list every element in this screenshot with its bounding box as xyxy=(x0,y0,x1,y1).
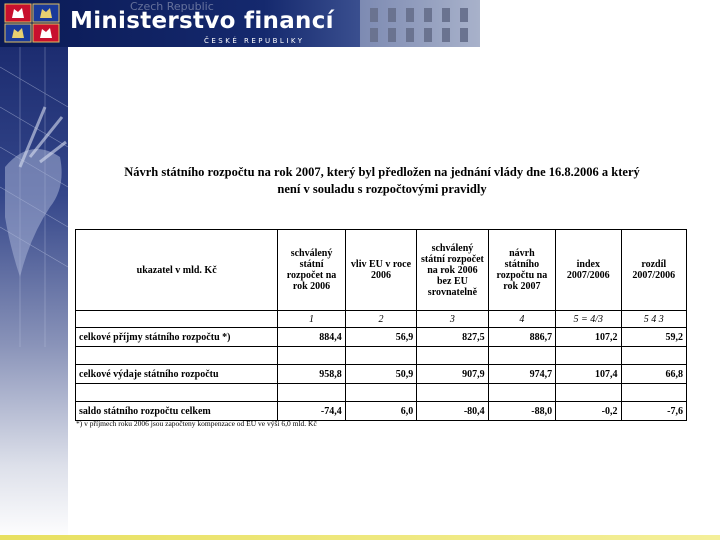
index-cell: 3 xyxy=(416,310,489,328)
table-cell: 827,5 xyxy=(416,327,489,347)
table-header-row: ukazatel v mld. Kč schválený státní rozp… xyxy=(74,229,688,311)
index-cell xyxy=(74,310,279,328)
budget-table: ukazatel v mld. Kč schválený státní rozp… xyxy=(74,229,688,421)
index-cell: 1 xyxy=(277,310,346,328)
header-ghost-text: Czech Republic xyxy=(130,0,214,13)
table-cell: 56,9 xyxy=(344,327,418,347)
table-cell: 50,9 xyxy=(344,364,418,384)
table-cell: 907,9 xyxy=(416,364,489,384)
header-cell: vliv EU v roce 2006 xyxy=(344,229,418,311)
table-cell: -74,4 xyxy=(277,401,346,421)
table-row: saldo státního rozpočtu celkem -74,4 6,0… xyxy=(74,401,688,421)
table-cell: 958,8 xyxy=(277,364,346,384)
header-cell: rozdíl 2007/2006 xyxy=(620,229,688,311)
index-cell: 5 = 4/3 xyxy=(555,310,622,328)
ministry-subtitle: ČESKÉ REPUBLIKY xyxy=(204,37,305,45)
table-row: celkové výdaje státního rozpočtu 958,8 5… xyxy=(74,364,688,384)
building-image xyxy=(360,0,480,47)
footnote: *) v příjmech roku 2006 jsou započteny k… xyxy=(76,419,317,428)
table-cell: 886,7 xyxy=(487,327,557,347)
header-cell: schválený státní rozpočet na rok 2006 be… xyxy=(416,229,489,311)
index-cell: 2 xyxy=(344,310,418,328)
document-title: Návrh státního rozpočtu na rok 2007, kte… xyxy=(72,164,692,198)
table-spacer-row xyxy=(74,383,688,402)
row-label: saldo státního rozpočtu celkem xyxy=(74,401,279,421)
table-cell: -88,0 xyxy=(487,401,557,421)
decorative-hand-image xyxy=(0,47,68,540)
row-label: celkové výdaje státního rozpočtu xyxy=(74,364,279,384)
index-cell: 4 xyxy=(487,310,557,328)
row-label: celkové příjmy státního rozpočtu *) xyxy=(74,327,279,347)
header-cell: ukazatel v mld. Kč xyxy=(74,229,279,311)
table-cell: 66,8 xyxy=(620,364,688,384)
table-spacer-row xyxy=(74,346,688,365)
header-cell: schválený státní rozpočet na rok 2006 xyxy=(277,229,346,311)
title-line-2: není v souladu s rozpočtovými pravidly xyxy=(277,182,487,196)
table-cell: -80,4 xyxy=(416,401,489,421)
table-cell: 107,2 xyxy=(555,327,622,347)
czech-coat-of-arms-icon xyxy=(4,3,60,43)
table-cell: 6,0 xyxy=(344,401,418,421)
header-banner: Czech Republic Ministerstvo financí ČESK… xyxy=(0,0,480,47)
table-cell: -7,6 xyxy=(620,401,688,421)
title-line-1: Návrh státního rozpočtu na rok 2007, kte… xyxy=(124,165,640,179)
table-cell: 107,4 xyxy=(555,364,622,384)
header-cell: index 2007/2006 xyxy=(555,229,622,311)
table-index-row: 1 2 3 4 5 = 4/3 5 4 3 xyxy=(74,310,688,328)
table-cell: 59,2 xyxy=(620,327,688,347)
index-cell: 5 4 3 xyxy=(620,310,688,328)
header-blank xyxy=(480,0,720,47)
ministry-name: Ministerstvo financí xyxy=(70,8,334,34)
table-cell: 974,7 xyxy=(487,364,557,384)
table-row: celkové příjmy státního rozpočtu *) 884,… xyxy=(74,327,688,347)
header-cell: návrh státního rozpočtu na rok 2007 xyxy=(487,229,557,311)
table-cell: -0,2 xyxy=(555,401,622,421)
bottom-accent-line xyxy=(0,535,720,540)
table-cell: 884,4 xyxy=(277,327,346,347)
